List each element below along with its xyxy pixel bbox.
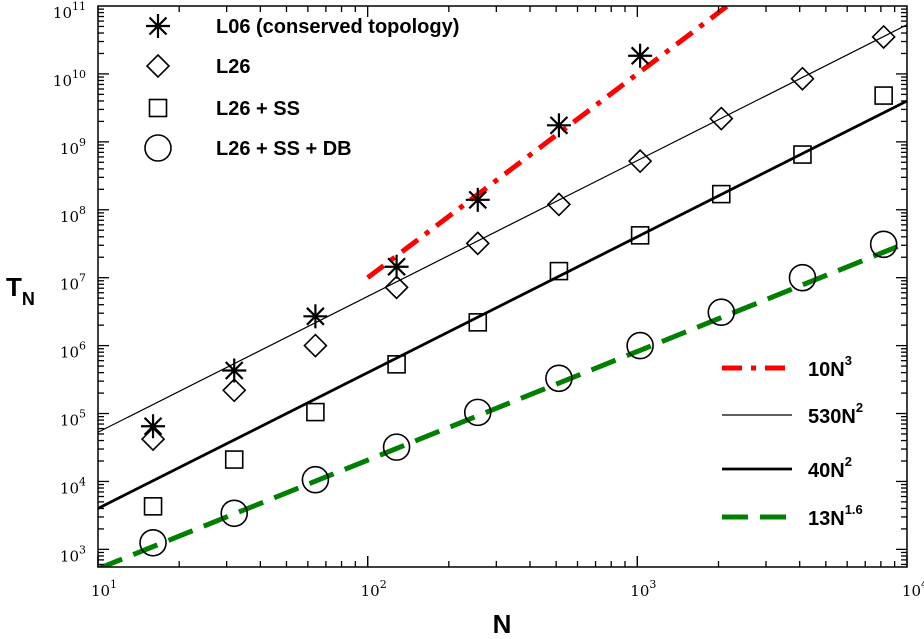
legend-label-square: L26 + SS (216, 98, 300, 120)
series-circle (139, 230, 898, 557)
y-tick-label: 109 (60, 136, 86, 158)
axis-ticks (97, 6, 908, 567)
y-axis-title: TN (6, 272, 35, 309)
point-circle-2 (301, 465, 330, 494)
point-square-6 (630, 226, 650, 245)
legend-label-diamond: L26 (216, 56, 250, 78)
legend-fit-label-0: 10N3 (808, 353, 852, 381)
x-tick-label: 102 (361, 578, 387, 600)
point-diamond-1 (222, 378, 247, 403)
point-square-1 (224, 450, 244, 469)
fit-lines (98, 6, 907, 567)
fit-line-2 (98, 99, 907, 510)
legend-label-circle: L26 + SS + DB (216, 138, 352, 160)
y-tick-label: 108 (60, 204, 86, 226)
fit-legend: 10N3 530N2 40N2 13N1.6 (722, 353, 863, 530)
point-square-8 (793, 145, 812, 164)
x-tick-label: 103 (630, 578, 656, 600)
point-star-3 (384, 254, 409, 279)
series-star (141, 43, 653, 439)
point-square-4 (468, 313, 488, 332)
point-circle-3 (382, 433, 411, 461)
point-diamond-6 (627, 148, 653, 174)
y-tick-label: 105 (60, 408, 86, 430)
point-circle-4 (463, 398, 492, 427)
legend-label-star: L06 (conserved topology) (216, 16, 459, 38)
point-star-5 (546, 113, 571, 138)
point-circle-6 (626, 331, 654, 360)
legend-fit-label-1: 530N2 (808, 400, 863, 428)
point-square-9 (874, 86, 893, 105)
series-legend: L06 (conserved topology) L26 L26 + SS L26 +… (144, 14, 459, 162)
point-star-2 (303, 304, 328, 329)
legend-marker-circle (144, 134, 172, 162)
y-tick-label: 1011 (53, 0, 86, 22)
point-circle-9 (869, 230, 898, 259)
data-markers (139, 24, 898, 557)
x-axis-title: N (493, 609, 512, 639)
point-square-0 (143, 497, 163, 516)
x-tick-label: 101 (91, 578, 117, 600)
y-tick-labels: 103 104 105 106 107 108 109 1010 1011 (53, 0, 86, 565)
y-axis-title-main: T (6, 272, 22, 302)
point-diamond-2 (303, 333, 328, 358)
legend-marker-square (148, 98, 168, 118)
legend-marker-diamond (145, 53, 171, 79)
y-tick-label: 104 (60, 475, 86, 497)
point-diamond-0 (140, 426, 166, 452)
point-star-4 (465, 187, 490, 212)
point-circle-0 (139, 528, 167, 557)
y-tick-label: 1010 (53, 68, 86, 90)
point-square-7 (711, 184, 731, 204)
legend-fit-label-3: 13N1.6 (808, 502, 863, 530)
point-square-3 (387, 355, 406, 374)
point-square-2 (306, 402, 325, 422)
legend-fit-label-2: 40N2 (808, 454, 852, 482)
fit-line-3 (98, 240, 907, 567)
point-star-6 (628, 43, 653, 68)
point-diamond-9 (871, 24, 896, 50)
y-tick-label: 106 (60, 340, 86, 362)
point-diamond-3 (384, 275, 409, 300)
series-square (143, 86, 893, 516)
point-circle-5 (545, 364, 573, 393)
point-circle-7 (707, 298, 736, 327)
x-tick-labels: 101 102 103 104 (91, 578, 924, 600)
y-tick-label: 103 (60, 543, 86, 565)
y-axis-title-subscript: N (22, 289, 35, 309)
point-diamond-8 (790, 66, 815, 91)
point-diamond-7 (709, 106, 734, 131)
point-diamond-4 (465, 231, 490, 256)
point-star-0 (141, 414, 166, 439)
fit-line-0 (366, 6, 732, 280)
point-diamond-5 (546, 192, 572, 217)
plot-frame (97, 5, 908, 568)
legend-marker-star (146, 14, 170, 38)
point-circle-1 (220, 499, 249, 528)
point-square-5 (549, 261, 569, 281)
series-diamond (140, 24, 896, 452)
x-tick-label: 104 (902, 578, 924, 600)
point-circle-8 (788, 263, 817, 292)
y-tick-label: 107 (60, 272, 86, 294)
fit-line-1 (98, 24, 907, 433)
